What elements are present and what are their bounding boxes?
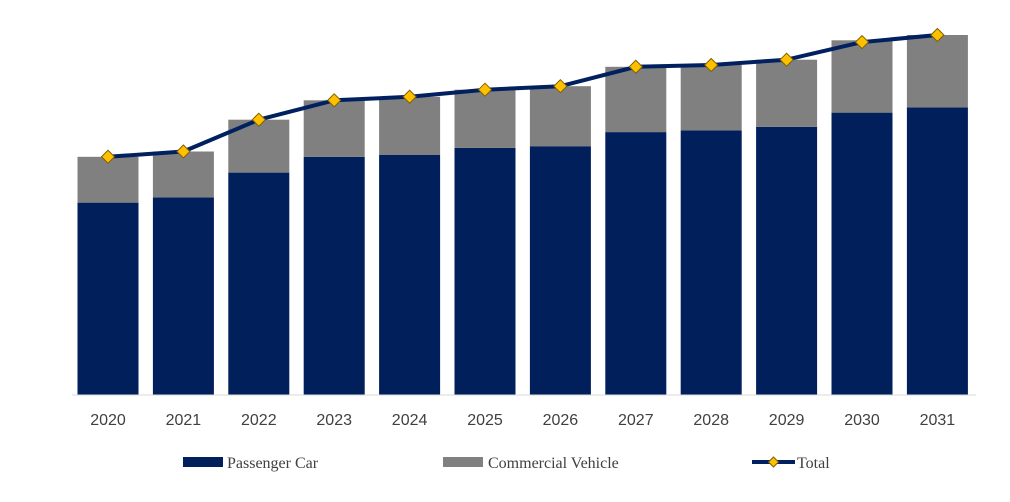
bar-passenger-car-2024	[379, 155, 441, 395]
bar-commercial-vehicle-2028	[680, 65, 742, 131]
x-tick-label: 2024	[392, 412, 428, 429]
bar-commercial-vehicle-2030	[831, 40, 893, 113]
bar-commercial-vehicle-2020	[77, 156, 139, 203]
bar-passenger-car-2026	[529, 146, 591, 395]
legend-swatch-passenger-car	[183, 457, 223, 467]
x-tick-label: 2023	[316, 412, 352, 429]
legend-swatch-commercial-vehicle	[443, 457, 483, 467]
bar-passenger-car-2020	[77, 202, 139, 395]
total-line	[107, 33, 938, 159]
bar-passenger-car-2021	[152, 197, 214, 395]
bar-passenger-car-2028	[680, 130, 742, 396]
bar-passenger-car-2030	[831, 112, 893, 395]
total-marker-2024	[402, 89, 417, 104]
total-marker-2022	[251, 112, 267, 127]
legend-label-total: Total	[797, 455, 830, 472]
total-marker-2028	[703, 57, 719, 73]
bar-passenger-car-2022	[228, 172, 290, 395]
total-marker-2023	[326, 93, 342, 108]
bar-passenger-car-2027	[605, 132, 667, 395]
bar-commercial-vehicle-2025	[454, 89, 516, 148]
legend-label-commercial-vehicle: Commercial Vehicle	[488, 455, 619, 472]
bar-commercial-vehicle-2027	[605, 66, 667, 133]
bar-commercial-vehicle-2023	[303, 100, 365, 157]
bar-commercial-vehicle-2021	[152, 151, 214, 198]
x-tick-label: 2026	[543, 412, 579, 429]
bar-passenger-car-2023	[303, 156, 365, 395]
total-marker-2020	[100, 149, 116, 164]
x-tick-label: 2028	[693, 412, 729, 429]
x-tick-label: 2021	[166, 412, 202, 429]
total-marker-2021	[176, 144, 191, 159]
x-tick-label: 2031	[920, 412, 956, 429]
bar-passenger-car-2031	[906, 107, 968, 396]
x-tick-label: 2022	[241, 412, 277, 429]
total-marker-2031	[930, 27, 945, 43]
bar-commercial-vehicle-2029	[756, 59, 818, 127]
x-tick-label: 2020	[90, 412, 126, 429]
x-tick-label: 2030	[844, 412, 880, 429]
bar-commercial-vehicle-2024	[379, 96, 441, 155]
bar-passenger-car-2029	[756, 126, 818, 396]
legend-swatch-total-marker	[767, 456, 780, 468]
x-tick-label: 2027	[618, 412, 654, 429]
total-marker-2026	[553, 78, 568, 94]
total-line-layer	[100, 27, 945, 164]
legend: Passenger Car Commercial Vehicle Total	[183, 455, 830, 472]
bar-commercial-vehicle-2031	[906, 35, 968, 108]
legend-label-passenger-car: Passenger Car	[227, 455, 319, 472]
x-tick-labels: 2020 2021 2022 2023 2024 2025 2026 2027 2028 2029…	[90, 412, 955, 429]
x-tick-label: 2029	[769, 412, 805, 429]
bar-passenger-car-2025	[454, 147, 516, 395]
total-marker-2029	[779, 52, 794, 67]
total-marker-2025	[477, 82, 493, 97]
bars-layer	[77, 35, 968, 396]
x-tick-label: 2025	[467, 412, 503, 429]
bar-commercial-vehicle-2026	[529, 86, 591, 147]
total-marker-2030	[854, 34, 870, 50]
total-marker-2027	[628, 59, 644, 74]
